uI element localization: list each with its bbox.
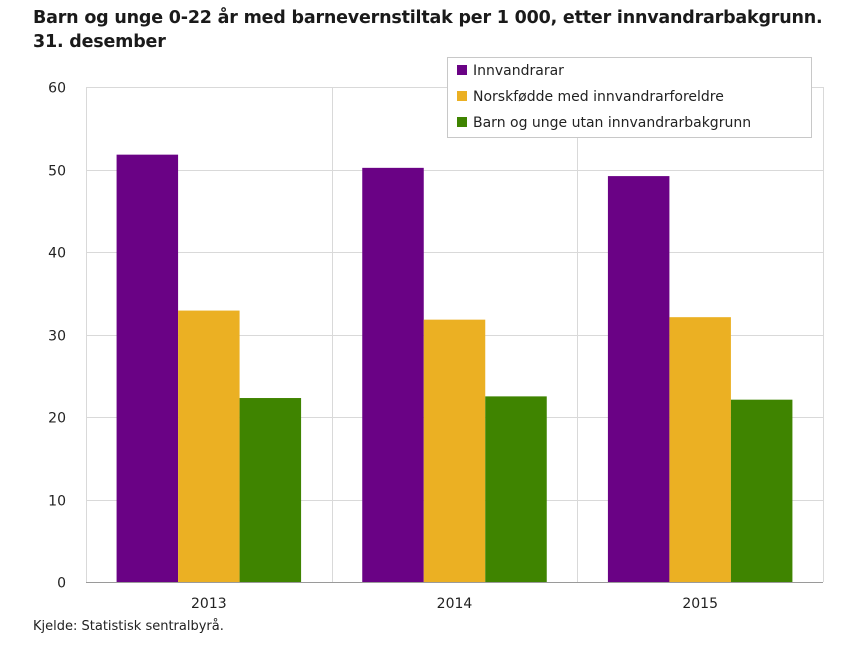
legend-label-3: Barn og unge utan innvandrarbakgrunn [473,115,751,131]
x-axis-ticks: 2013 2014 2015 [191,596,718,612]
source-note: Kjelde: Statistisk sentralbyrå. [33,619,224,634]
y-tick-label: 40 [48,246,66,262]
legend: Innvandrarar Norskfødde med innvandrarfor… [447,57,812,138]
y-tick-label: 20 [48,411,66,427]
x-tick-label-2013: 2013 [191,596,227,612]
bar-2013-series-2 [178,310,240,582]
legend-swatch-3 [457,117,467,127]
y-axis-ticks: 0 10 20 30 40 50 60 [48,81,66,592]
bar-2014-series-1 [362,167,424,582]
y-tick-label: 30 [48,329,66,345]
bar-2015-series-3 [730,399,793,582]
legend-box [447,57,812,138]
bar-2013-series-3 [239,398,302,582]
legend-swatch-1 [457,65,467,75]
y-tick-label: 0 [57,576,66,592]
bar-2014-series-3 [485,396,547,582]
legend-label-1: Innvandrarar [473,63,564,79]
bar-2015-series-1 [607,176,670,582]
chart-title-line-1: Barn og unge 0-22 år med barnevernstilta… [33,8,823,28]
chart-title: Barn og unge 0-22 år med barnevernstilta… [33,6,823,54]
y-tick-label: 50 [48,164,66,180]
legend-label-2: Norskfødde med innvandrarforeldre [473,89,724,105]
y-tick-label: 10 [48,494,66,510]
bars [116,154,793,582]
legend-swatch-2 [457,91,467,101]
chart-title-line-2: 31. desember [33,32,166,52]
bar-2013-series-1 [116,154,179,582]
y-tick-label: 60 [48,81,66,97]
x-tick-label-2014: 2014 [437,596,473,612]
bar-2014-series-2 [423,319,486,582]
x-tick-label-2015: 2015 [682,596,718,612]
bar-2015-series-2 [669,317,731,582]
